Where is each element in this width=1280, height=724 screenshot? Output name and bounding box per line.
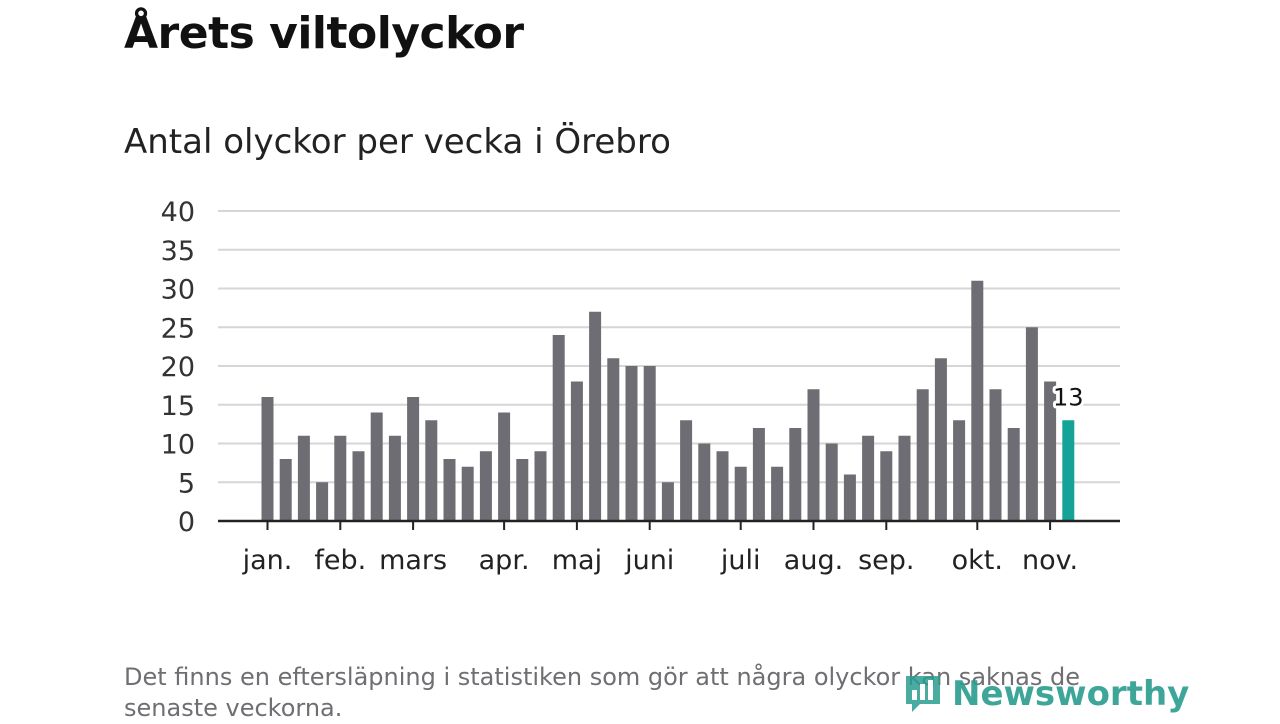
- x-tick-label-aug: aug.: [784, 545, 843, 576]
- bar-highlight: [1062, 420, 1075, 521]
- bar: [370, 412, 383, 521]
- x-tick-label-nov: nov.: [1022, 545, 1078, 576]
- x-tick-label-feb: feb.: [314, 545, 366, 576]
- bar: [771, 466, 784, 521]
- bar: [516, 459, 529, 521]
- newsworthy-chart-icon: [906, 676, 940, 712]
- brand-name: Newsworthy: [952, 674, 1190, 714]
- x-tick-label-okt: okt.: [952, 545, 1003, 576]
- bar: [461, 466, 474, 521]
- bar: [807, 389, 820, 521]
- bar: [607, 358, 620, 521]
- bar: [862, 435, 875, 521]
- y-axis-ticks: 0 5 10 15 20 25 30 35 40: [161, 197, 195, 538]
- bar: [352, 451, 365, 521]
- bar: [843, 474, 856, 521]
- bar: [680, 420, 693, 521]
- bar: [661, 482, 674, 521]
- bar: [1044, 381, 1057, 521]
- newsworthy-logo: Newsworthy: [902, 668, 1189, 720]
- bar: [498, 412, 511, 521]
- bar: [953, 420, 966, 521]
- y-tick-label-20: 20: [161, 352, 195, 383]
- bar: [625, 366, 638, 521]
- x-tick-label-juni: juni: [624, 545, 674, 576]
- bar: [1007, 428, 1020, 521]
- y-tick-label-25: 25: [161, 313, 195, 344]
- bars: [261, 280, 1075, 521]
- chart-subtitle: Antal olyckor per vecka i Örebro: [124, 122, 671, 162]
- bar: [388, 435, 401, 521]
- bar: [698, 443, 711, 521]
- chart-title: Årets viltolyckor: [124, 8, 524, 59]
- bar: [443, 459, 456, 521]
- bar: [643, 366, 656, 521]
- x-tick-label-maj: maj: [552, 545, 602, 576]
- bar: [1025, 327, 1038, 521]
- x-axis: jan. feb. mars apr. maj juni juli aug. sep. okt. n…: [218, 519, 1120, 576]
- bar: [334, 435, 347, 521]
- bar: [825, 443, 838, 521]
- bar: [479, 451, 492, 521]
- data-labels: 13: [1050, 380, 1087, 414]
- bar: [880, 451, 893, 521]
- bar: [279, 459, 292, 521]
- bar: [407, 397, 420, 521]
- bar: [570, 381, 583, 521]
- y-tick-label-5: 5: [178, 468, 195, 499]
- bar: [898, 435, 911, 521]
- x-tick-label-mars: mars: [379, 545, 447, 576]
- bar: [734, 466, 747, 521]
- bar: [989, 389, 1002, 521]
- bar: [934, 358, 947, 521]
- bar: [552, 335, 565, 521]
- y-tick-label-40: 40: [161, 197, 195, 228]
- grid-lines: [218, 210, 1120, 484]
- bar: [752, 428, 765, 521]
- bar: [534, 451, 547, 521]
- bar: [716, 451, 729, 521]
- y-tick-label-15: 15: [161, 391, 195, 422]
- bar: [316, 482, 329, 521]
- x-tick-label-sep: sep.: [858, 545, 914, 576]
- highlight-value-label: 13: [1053, 383, 1084, 411]
- x-tick-label-jan: jan.: [242, 545, 293, 576]
- bar: [425, 420, 438, 521]
- y-tick-label-35: 35: [161, 236, 195, 267]
- bar: [297, 435, 310, 521]
- bar: [789, 428, 802, 521]
- bar: [261, 397, 274, 521]
- bar: [589, 311, 602, 521]
- y-tick-label-0: 0: [178, 507, 195, 538]
- y-tick-label-30: 30: [161, 275, 195, 306]
- bar: [971, 280, 984, 521]
- x-tick-label-apr: apr.: [479, 545, 530, 576]
- y-tick-label-10: 10: [161, 430, 195, 461]
- bar: [916, 389, 929, 521]
- x-tick-label-juli: juli: [720, 545, 761, 576]
